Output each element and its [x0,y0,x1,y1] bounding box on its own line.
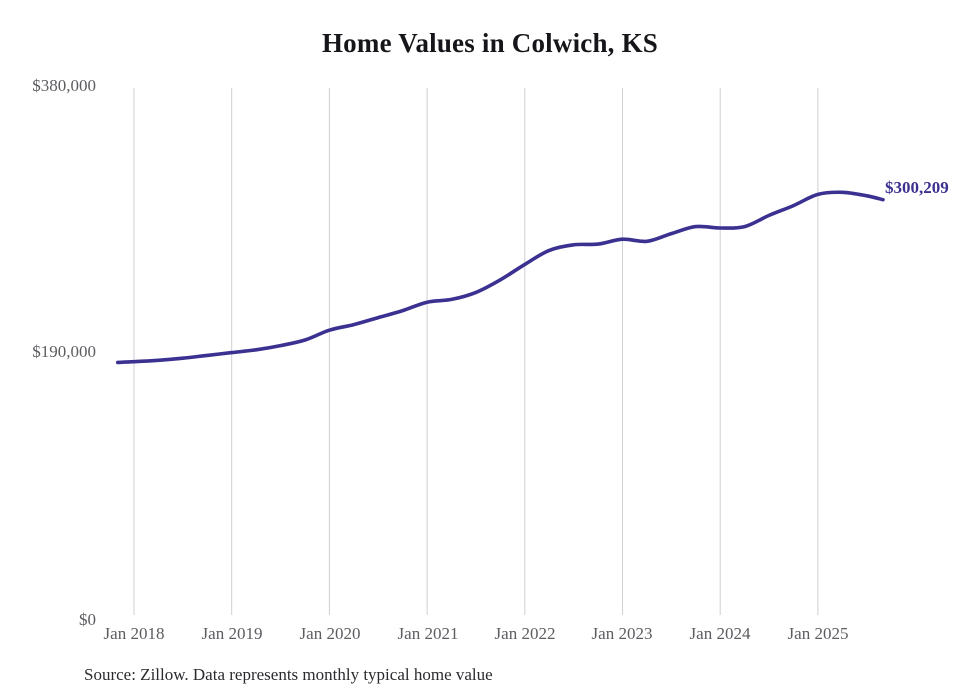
y-tick-label-190000: $190,000 [32,342,96,361]
y-tick-label-0: $0 [79,610,96,629]
x-tick-label-jan-2024: Jan 2024 [689,624,751,643]
x-tick-label-jan-2022: Jan 2022 [494,624,556,643]
end-value-label: $300,209 [885,178,949,197]
x-tick-label-jan-2019: Jan 2019 [201,624,263,643]
x-tick-label-jan-2020: Jan 2020 [299,624,361,643]
chart-title: Home Values in Colwich, KS [321,28,658,58]
y-tick-label-380000: $380,000 [32,76,96,95]
x-tick-label-jan-2025: Jan 2025 [787,624,849,643]
x-tick-label-jan-2018: Jan 2018 [103,624,165,643]
source-note: Source: Zillow. Data represents monthly … [84,665,493,684]
value-line [115,190,885,365]
x-tick-label-jan-2023: Jan 2023 [591,624,653,643]
x-tick-label-jan-2021: Jan 2021 [397,624,459,643]
